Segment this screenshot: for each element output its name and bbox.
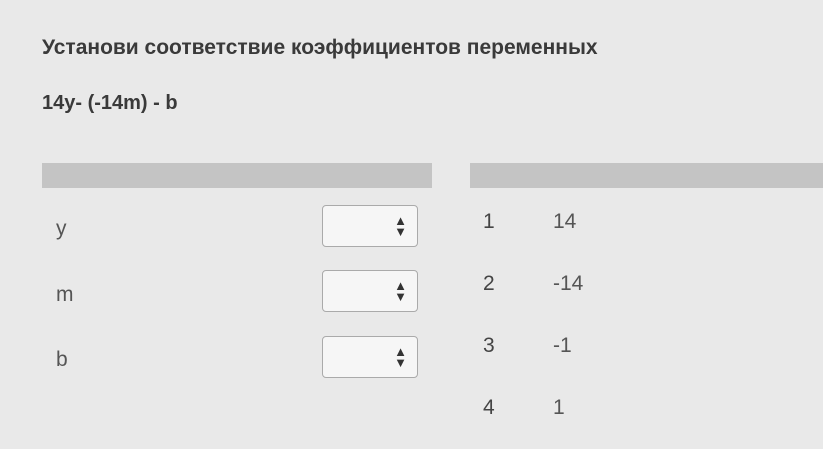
sort-arrows-icon: ▲ ▼ [394,213,407,239]
select-b[interactable]: ▲ ▼ [322,336,418,378]
right-header-bar [470,163,823,188]
option-value: -1 [553,334,572,357]
question-title: Установи соответствие коэффициентов пере… [42,36,598,59]
option-number: 3 [483,334,495,357]
expression: 14y- (-14m) - b [42,92,178,114]
sort-arrows-icon: ▲ ▼ [394,278,407,304]
left-header-bar [42,163,432,188]
row-label-m: m [56,283,74,306]
select-m[interactable]: ▲ ▼ [322,270,418,312]
option-value: 1 [553,396,565,419]
sort-arrows-icon: ▲ ▼ [394,344,407,370]
option-number: 1 [483,210,495,233]
option-number: 2 [483,272,495,295]
option-number: 4 [483,396,495,419]
option-value: -14 [553,272,584,295]
option-value: 14 [553,210,577,233]
row-label-b: b [56,348,68,371]
select-y[interactable]: ▲ ▼ [322,205,418,247]
row-label-y: y [56,217,67,240]
